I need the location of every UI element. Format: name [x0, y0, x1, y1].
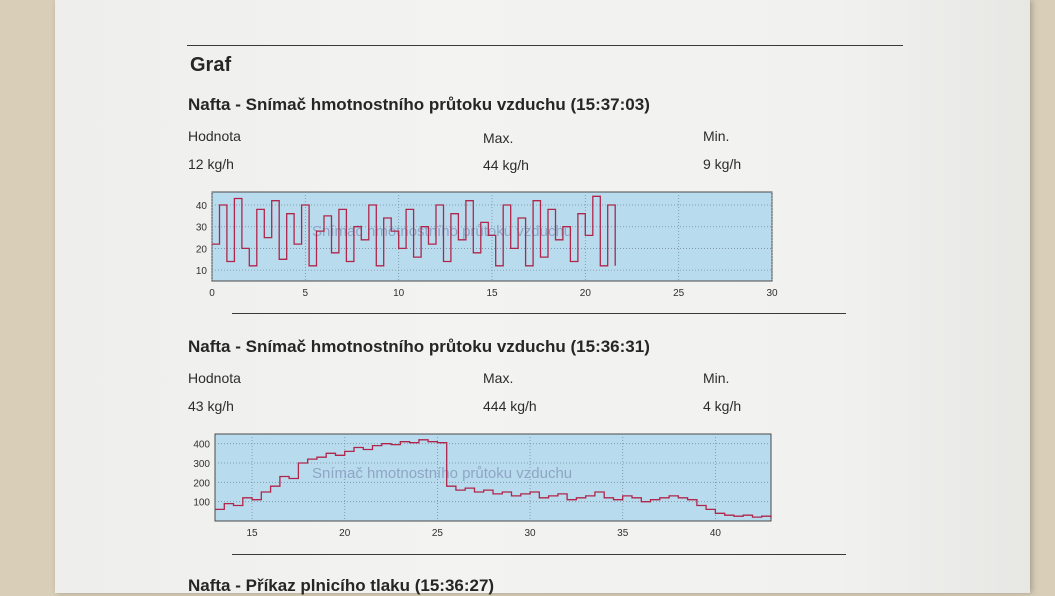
- section-1-value-label: Hodnota: [188, 128, 241, 144]
- chart-2-x-tick-label: 20: [339, 528, 351, 539]
- chart-1-x-tick-label: 20: [580, 288, 592, 299]
- chart-1-x-tick-label: 10: [393, 288, 405, 299]
- section-1-min-label: Min.: [703, 128, 730, 144]
- section-2-value: 43 kg/h: [188, 398, 234, 414]
- chart-2-x-tick-label: 40: [710, 528, 722, 539]
- chart-2-x-tick-label: 35: [617, 528, 629, 539]
- section-1-min-value: 9 kg/h: [703, 156, 742, 172]
- section-3-title: Nafta - Příkaz plnicího tlaku (15:36:27): [188, 576, 495, 595]
- chart-1-watermark: Snímač hmotnostního průtoku vzduchu: [312, 223, 572, 240]
- section-1-title: Nafta - Snímač hmotnostního průtoku vzdu…: [188, 95, 650, 114]
- top-rule: [187, 45, 903, 46]
- chart-1-y-tick-label: 20: [196, 244, 208, 255]
- chart-1-x-tick-label: 0: [209, 288, 215, 299]
- chart-1-x-tick-label: 5: [303, 288, 309, 299]
- chart-1-y-tick-label: 30: [196, 223, 208, 234]
- chart-2-y-tick-label: 100: [193, 498, 210, 509]
- chart-2-x-tick-label: 25: [432, 528, 444, 539]
- page-title: Graf: [190, 54, 232, 76]
- chart-2-plot-area: [214, 433, 772, 522]
- section-1-rule: [232, 313, 846, 314]
- section-2-value-label: Hodnota: [188, 370, 241, 386]
- chart-2-series-line: [215, 439, 772, 519]
- section-2-title: Nafta - Snímač hmotnostního průtoku vzdu…: [188, 337, 650, 356]
- chart-1-x-tick-label: 25: [673, 288, 685, 299]
- section-2-max-label: Max.: [483, 370, 514, 386]
- chart-1-series-line: [212, 195, 616, 267]
- section-2-max-value: 444 kg/h: [483, 398, 537, 414]
- section-2-min-label: Min.: [703, 370, 730, 386]
- section-1-value: 12 kg/h: [188, 156, 234, 172]
- chart-1-y-tick-label: 40: [196, 201, 208, 212]
- chart-1-x-tick-label: 15: [486, 288, 498, 299]
- section-2-min-value: 4 kg/h: [703, 398, 742, 414]
- chart-1-x-tick-label: 30: [766, 288, 778, 299]
- chart-2-y-tick-label: 200: [193, 478, 210, 489]
- section-1-max-label: Max.: [483, 130, 514, 146]
- chart-1-plot-area: [211, 191, 773, 282]
- chart-2-x-tick-label: 15: [247, 528, 259, 539]
- chart-2-y-tick-label: 400: [193, 440, 210, 451]
- chart-2-y-tick-label: 300: [193, 459, 210, 470]
- chart-2-watermark: Snímač hmotnostního průtoku vzduchu: [312, 465, 572, 482]
- chart-2-x-tick-label: 30: [525, 528, 537, 539]
- section-2-rule: [232, 554, 846, 555]
- chart-1-y-tick-label: 10: [196, 266, 208, 277]
- section-1-max-value: 44 kg/h: [483, 157, 529, 173]
